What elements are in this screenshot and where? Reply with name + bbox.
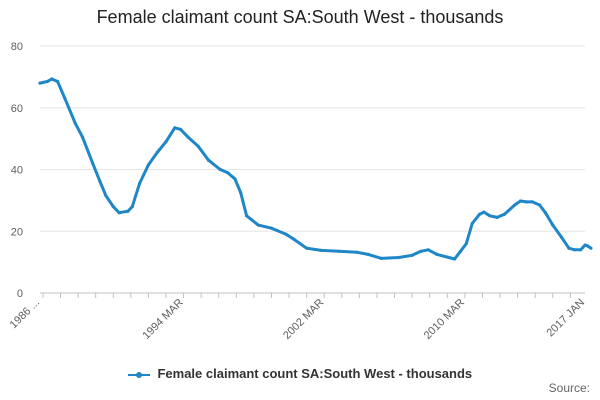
data-point[interactable] xyxy=(45,79,49,84)
data-point[interactable] xyxy=(225,171,230,175)
data-point[interactable] xyxy=(73,121,77,125)
axis-layer: 0 20 40 60 80 1986 ... 1994 MAR 2002 MAR 2010 MA… xyxy=(8,41,587,342)
data-point[interactable] xyxy=(104,194,108,198)
data-point[interactable] xyxy=(583,243,587,247)
data-point[interactable] xyxy=(284,232,288,236)
data-point[interactable] xyxy=(206,158,211,162)
data-point[interactable] xyxy=(38,81,42,85)
data-point[interactable] xyxy=(256,223,260,227)
data-point[interactable] xyxy=(458,249,463,253)
data-point[interactable] xyxy=(138,181,142,185)
data-point[interactable] xyxy=(245,214,249,218)
data-point[interactable] xyxy=(130,205,134,209)
data-point[interactable] xyxy=(477,212,482,216)
x-tick-label: 2002 MAR xyxy=(281,297,326,342)
data-point[interactable] xyxy=(397,255,401,260)
chart-title: Female claimant count SA:South West - th… xyxy=(96,7,504,27)
data-point[interactable] xyxy=(502,212,506,216)
y-tick-label: 40 xyxy=(11,165,23,177)
grid-layer xyxy=(40,45,585,294)
data-point[interactable] xyxy=(513,203,517,207)
data-point[interactable] xyxy=(164,140,168,144)
data-point[interactable] xyxy=(567,246,571,250)
y-tick-label: 0 xyxy=(17,288,23,300)
y-tick-label: 20 xyxy=(11,226,23,238)
data-point[interactable] xyxy=(126,209,130,213)
data-point[interactable] xyxy=(589,246,593,250)
y-tick-label: 80 xyxy=(11,41,23,53)
data-point[interactable] xyxy=(146,163,150,167)
data-point[interactable] xyxy=(482,210,486,214)
data-point[interactable] xyxy=(419,249,423,253)
data-point[interactable] xyxy=(173,126,177,130)
legend-swatch xyxy=(127,369,150,381)
data-point[interactable] xyxy=(63,96,67,101)
source-credit[interactable]: Source: xyxy=(548,381,590,395)
x-tick-label: 1986 ... xyxy=(8,297,42,331)
x-tick-label: 2017 JAN xyxy=(544,297,587,340)
data-point[interactable] xyxy=(269,226,274,230)
x-tick-label: 2010 MAR xyxy=(422,297,467,342)
data-point[interactable] xyxy=(179,127,183,131)
data-point[interactable] xyxy=(524,200,529,204)
data-point[interactable] xyxy=(319,248,323,252)
data-point[interactable] xyxy=(488,214,492,218)
data-point[interactable] xyxy=(573,248,577,252)
data-point[interactable] xyxy=(586,244,590,248)
data-point[interactable] xyxy=(470,221,474,226)
data-point[interactable] xyxy=(98,180,102,184)
data-point[interactable] xyxy=(464,242,468,246)
data-point[interactable] xyxy=(91,161,95,165)
data-point[interactable] xyxy=(56,79,60,84)
data-point[interactable] xyxy=(518,199,523,203)
data-point[interactable] xyxy=(239,191,243,195)
data-point[interactable] xyxy=(155,150,159,155)
data-point[interactable] xyxy=(495,215,499,219)
data-point[interactable] xyxy=(453,257,457,261)
data-point[interactable] xyxy=(579,248,583,252)
data-point[interactable] xyxy=(111,205,115,209)
data-point[interactable] xyxy=(538,203,542,207)
data-point[interactable] xyxy=(305,246,309,250)
series-layer xyxy=(38,77,593,261)
legend-label: Female claimant count SA:South West - th… xyxy=(157,366,473,381)
data-point[interactable] xyxy=(196,144,200,148)
data-point[interactable] xyxy=(426,248,430,252)
data-point[interactable] xyxy=(366,252,370,256)
data-point[interactable] xyxy=(233,177,237,181)
data-point[interactable] xyxy=(410,253,414,257)
data-point[interactable] xyxy=(435,252,439,256)
x-tick-label: 1994 MAR xyxy=(140,297,185,342)
data-point[interactable] xyxy=(543,211,548,215)
data-point[interactable] xyxy=(447,255,451,260)
data-point[interactable] xyxy=(50,77,54,81)
legend[interactable]: Female claimant count SA:South West - th… xyxy=(0,366,600,381)
data-point[interactable] xyxy=(551,223,555,227)
data-point[interactable] xyxy=(379,256,383,260)
data-point[interactable] xyxy=(117,211,121,215)
data-point[interactable] xyxy=(560,235,564,239)
data-point[interactable] xyxy=(337,249,341,253)
data-point[interactable] xyxy=(530,200,534,204)
data-point[interactable] xyxy=(354,250,359,254)
data-point[interactable] xyxy=(186,135,190,139)
data-point[interactable] xyxy=(291,237,296,241)
y-tick-label: 60 xyxy=(11,103,23,115)
data-point[interactable] xyxy=(218,167,222,172)
data-point[interactable] xyxy=(80,135,85,139)
